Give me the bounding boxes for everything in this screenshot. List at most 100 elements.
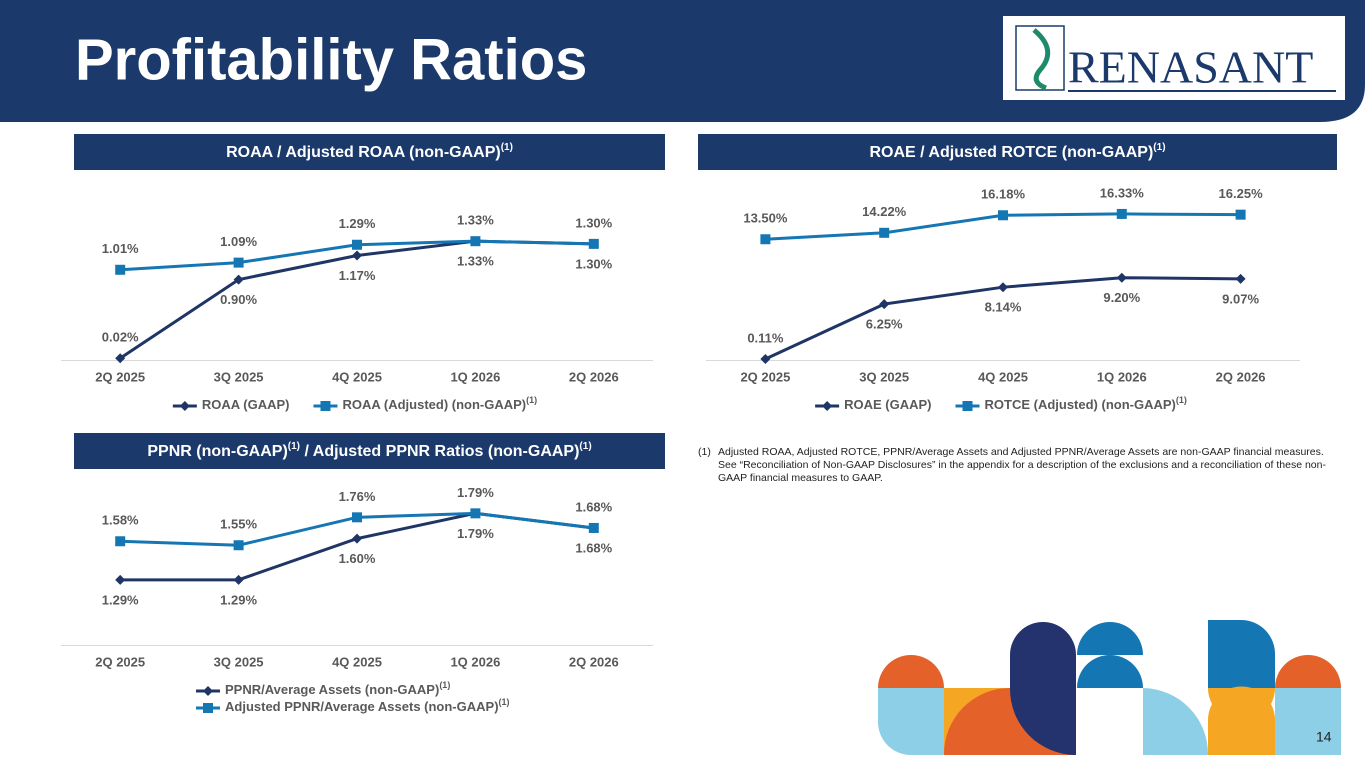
legend-note: (1) [499,697,510,707]
x-tick-label: 1Q 2026 [450,369,500,384]
marker [233,257,244,268]
x-tick-label: 2Q 2025 [95,369,145,384]
logo-text: RENASANT [1068,42,1313,93]
data-label: 1.29% [339,216,376,231]
logo-swoosh [1032,28,1051,91]
title-note: (1) [288,441,300,452]
data-label: 1.58% [102,513,139,528]
x-tick-label: 1Q 2026 [1097,369,1147,384]
data-label: 14.22% [862,204,907,219]
legend-text: ROAA (GAAP) [202,397,290,412]
data-label: 1.29% [102,592,139,607]
marker [588,522,599,533]
marker [203,703,213,713]
legend-label: Adjusted PPNR/Average Assets (non-GAAP)(… [225,697,510,714]
chart-title: PPNR (non-GAAP)(1) / Adjusted PPNR Ratio… [147,441,591,461]
legend-item: ROAA (Adjusted) (non-GAAP)(1) [313,395,537,412]
marker [470,508,481,519]
marker [879,299,890,310]
x-tick-label: 3Q 2025 [859,369,909,384]
marker [1235,209,1246,220]
marker [352,239,362,250]
footnote-text: Adjusted ROAA, Adjusted ROTCE, PPNR/Aver… [718,446,1326,484]
chart-header [698,134,1337,170]
logo-box [1003,16,1345,100]
title-text: / Adjusted PPNR Ratios (non-GAAP) [300,443,579,460]
data-label: 8.14% [985,300,1022,315]
data-label: 1.55% [220,517,257,532]
legend-label: ROAA (GAAP) [202,397,290,412]
x-tick-label: 4Q 2025 [332,654,382,669]
legend-note: (1) [526,395,537,405]
marker [115,574,126,585]
data-label: 9.20% [1103,290,1140,305]
marker [588,238,599,249]
marker [760,354,771,365]
legend-note: (1) [439,680,450,690]
chart-header [74,433,665,469]
data-label: 1.33% [457,213,494,228]
data-label: 1.30% [575,215,612,230]
legend-note: (1) [1176,395,1187,405]
data-label: 1.01% [102,241,139,256]
x-tick-label: 2Q 2025 [740,369,790,384]
title-note: (1) [1153,142,1165,153]
marker [233,574,244,585]
legend-text: Adjusted PPNR/Average Assets (non-GAAP) [225,699,499,714]
legend-item: PPNR/Average Assets (non-GAAP)(1) [196,680,450,697]
data-label: 0.11% [747,330,784,345]
legend-item: ROAA (GAAP) [172,397,290,412]
legend-text: ROTCE (Adjusted) (non-GAAP) [985,397,1176,412]
data-label: 9.07% [1222,291,1259,306]
legend-text: ROAE (GAAP) [844,397,931,412]
data-label: 1.79% [457,526,494,541]
series-line [120,511,594,582]
marker [470,236,481,247]
marker [320,401,331,411]
data-label: 1.79% [457,485,494,500]
legend-label: ROAE (GAAP) [844,397,931,412]
x-tick-label: 2Q 2026 [569,654,619,669]
title-note: (1) [579,441,591,452]
legend-text: PPNR/Average Assets (non-GAAP) [225,682,439,697]
marker [998,210,1008,221]
marker [1235,273,1246,284]
data-label: 1.29% [220,592,257,607]
marker [352,533,362,544]
marker [115,536,126,547]
marker [233,274,244,285]
x-tick-label: 1Q 2026 [450,654,500,669]
data-label: 0.02% [102,330,139,345]
marker [1116,272,1127,283]
data-label: 16.33% [1100,185,1145,200]
x-tick-label: 4Q 2025 [332,369,382,384]
marker [233,540,244,551]
data-label: 1.68% [575,499,612,514]
legend-item: ROAE (GAAP) [815,397,932,412]
marker [822,401,833,411]
decoration [878,620,1341,755]
title-text: ROAE / Adjusted ROTCE (non-GAAP) [869,144,1153,161]
x-tick-label: 4Q 2025 [978,369,1028,384]
title-note: (1) [501,142,513,153]
title-text: PPNR (non-GAAP) [147,443,287,460]
data-label: 1.76% [339,489,376,504]
marker [352,512,362,523]
chart-header [74,134,665,170]
data-label: 1.33% [457,254,494,269]
page-number: 14 [1316,729,1332,745]
data-label: 1.60% [339,551,376,566]
marker [115,353,126,364]
marker [115,264,126,275]
legend-text: ROAA (Adjusted) (non-GAAP) [342,397,526,412]
data-label: 13.50% [743,211,788,226]
footnote: (1) Adjusted ROAA, Adjusted ROTCE, PPNR/… [698,446,1328,485]
marker [760,234,771,245]
marker [179,401,190,411]
marker [879,227,890,238]
marker [1116,208,1127,219]
data-label: 1.68% [575,540,612,555]
logo-emblem [1015,25,1065,91]
